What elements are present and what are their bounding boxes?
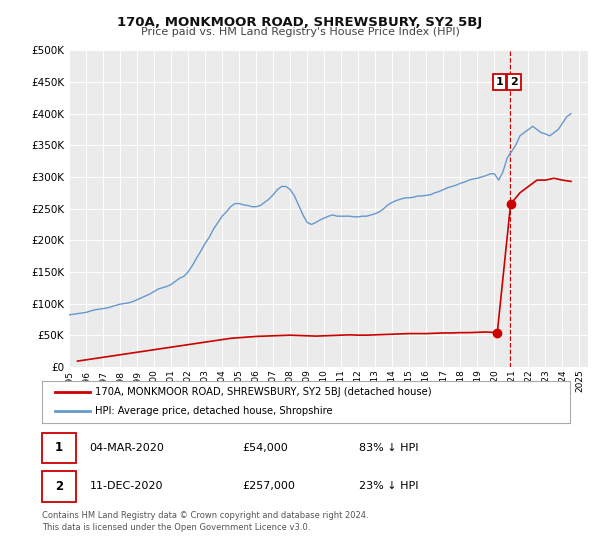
Text: 23% ↓ HPI: 23% ↓ HPI — [359, 482, 418, 491]
Text: 83% ↓ HPI: 83% ↓ HPI — [359, 443, 418, 453]
Text: Price paid vs. HM Land Registry's House Price Index (HPI): Price paid vs. HM Land Registry's House … — [140, 27, 460, 37]
Text: 1: 1 — [55, 441, 63, 454]
Text: 170A, MONKMOOR ROAD, SHREWSBURY, SY2 5BJ: 170A, MONKMOOR ROAD, SHREWSBURY, SY2 5BJ — [118, 16, 482, 29]
Text: 11-DEC-2020: 11-DEC-2020 — [89, 482, 163, 491]
Text: 04-MAR-2020: 04-MAR-2020 — [89, 443, 164, 453]
Text: 170A, MONKMOOR ROAD, SHREWSBURY, SY2 5BJ (detached house): 170A, MONKMOOR ROAD, SHREWSBURY, SY2 5BJ… — [95, 387, 431, 397]
FancyBboxPatch shape — [42, 433, 76, 463]
FancyBboxPatch shape — [42, 472, 76, 502]
Text: 1: 1 — [496, 77, 503, 87]
Text: 2: 2 — [55, 480, 63, 493]
Text: 2: 2 — [510, 77, 518, 87]
Text: £54,000: £54,000 — [242, 443, 289, 453]
Text: £257,000: £257,000 — [242, 482, 296, 491]
Text: Contains HM Land Registry data © Crown copyright and database right 2024.
This d: Contains HM Land Registry data © Crown c… — [42, 511, 368, 531]
Text: HPI: Average price, detached house, Shropshire: HPI: Average price, detached house, Shro… — [95, 407, 332, 417]
